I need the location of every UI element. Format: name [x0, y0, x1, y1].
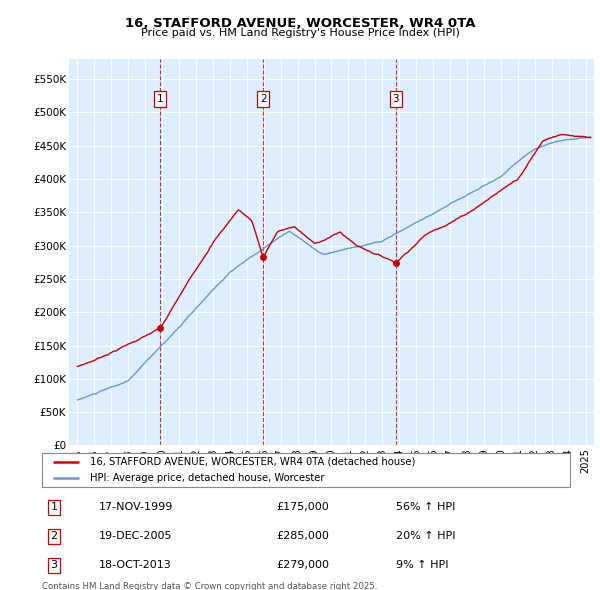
- Text: 56% ↑ HPI: 56% ↑ HPI: [396, 503, 455, 512]
- Text: 2: 2: [260, 94, 266, 104]
- FancyBboxPatch shape: [42, 453, 570, 487]
- Text: 18-OCT-2013: 18-OCT-2013: [99, 560, 172, 570]
- Text: 3: 3: [50, 560, 58, 570]
- Text: 9% ↑ HPI: 9% ↑ HPI: [396, 560, 449, 570]
- Text: 16, STAFFORD AVENUE, WORCESTER, WR4 0TA: 16, STAFFORD AVENUE, WORCESTER, WR4 0TA: [125, 17, 475, 30]
- Text: 3: 3: [392, 94, 399, 104]
- Text: Contains HM Land Registry data © Crown copyright and database right 2025.
This d: Contains HM Land Registry data © Crown c…: [42, 582, 377, 590]
- Text: HPI: Average price, detached house, Worcester: HPI: Average price, detached house, Worc…: [89, 473, 324, 483]
- Text: 20% ↑ HPI: 20% ↑ HPI: [396, 532, 455, 541]
- Text: £285,000: £285,000: [276, 532, 329, 541]
- Text: 2: 2: [50, 532, 58, 541]
- Text: £279,000: £279,000: [276, 560, 329, 570]
- Text: 16, STAFFORD AVENUE, WORCESTER, WR4 0TA (detached house): 16, STAFFORD AVENUE, WORCESTER, WR4 0TA …: [89, 457, 415, 467]
- Text: 17-NOV-1999: 17-NOV-1999: [99, 503, 173, 512]
- Text: £175,000: £175,000: [276, 503, 329, 512]
- Text: Price paid vs. HM Land Registry's House Price Index (HPI): Price paid vs. HM Land Registry's House …: [140, 28, 460, 38]
- Text: 1: 1: [50, 503, 58, 512]
- Text: 1: 1: [157, 94, 163, 104]
- Text: 19-DEC-2005: 19-DEC-2005: [99, 532, 173, 541]
